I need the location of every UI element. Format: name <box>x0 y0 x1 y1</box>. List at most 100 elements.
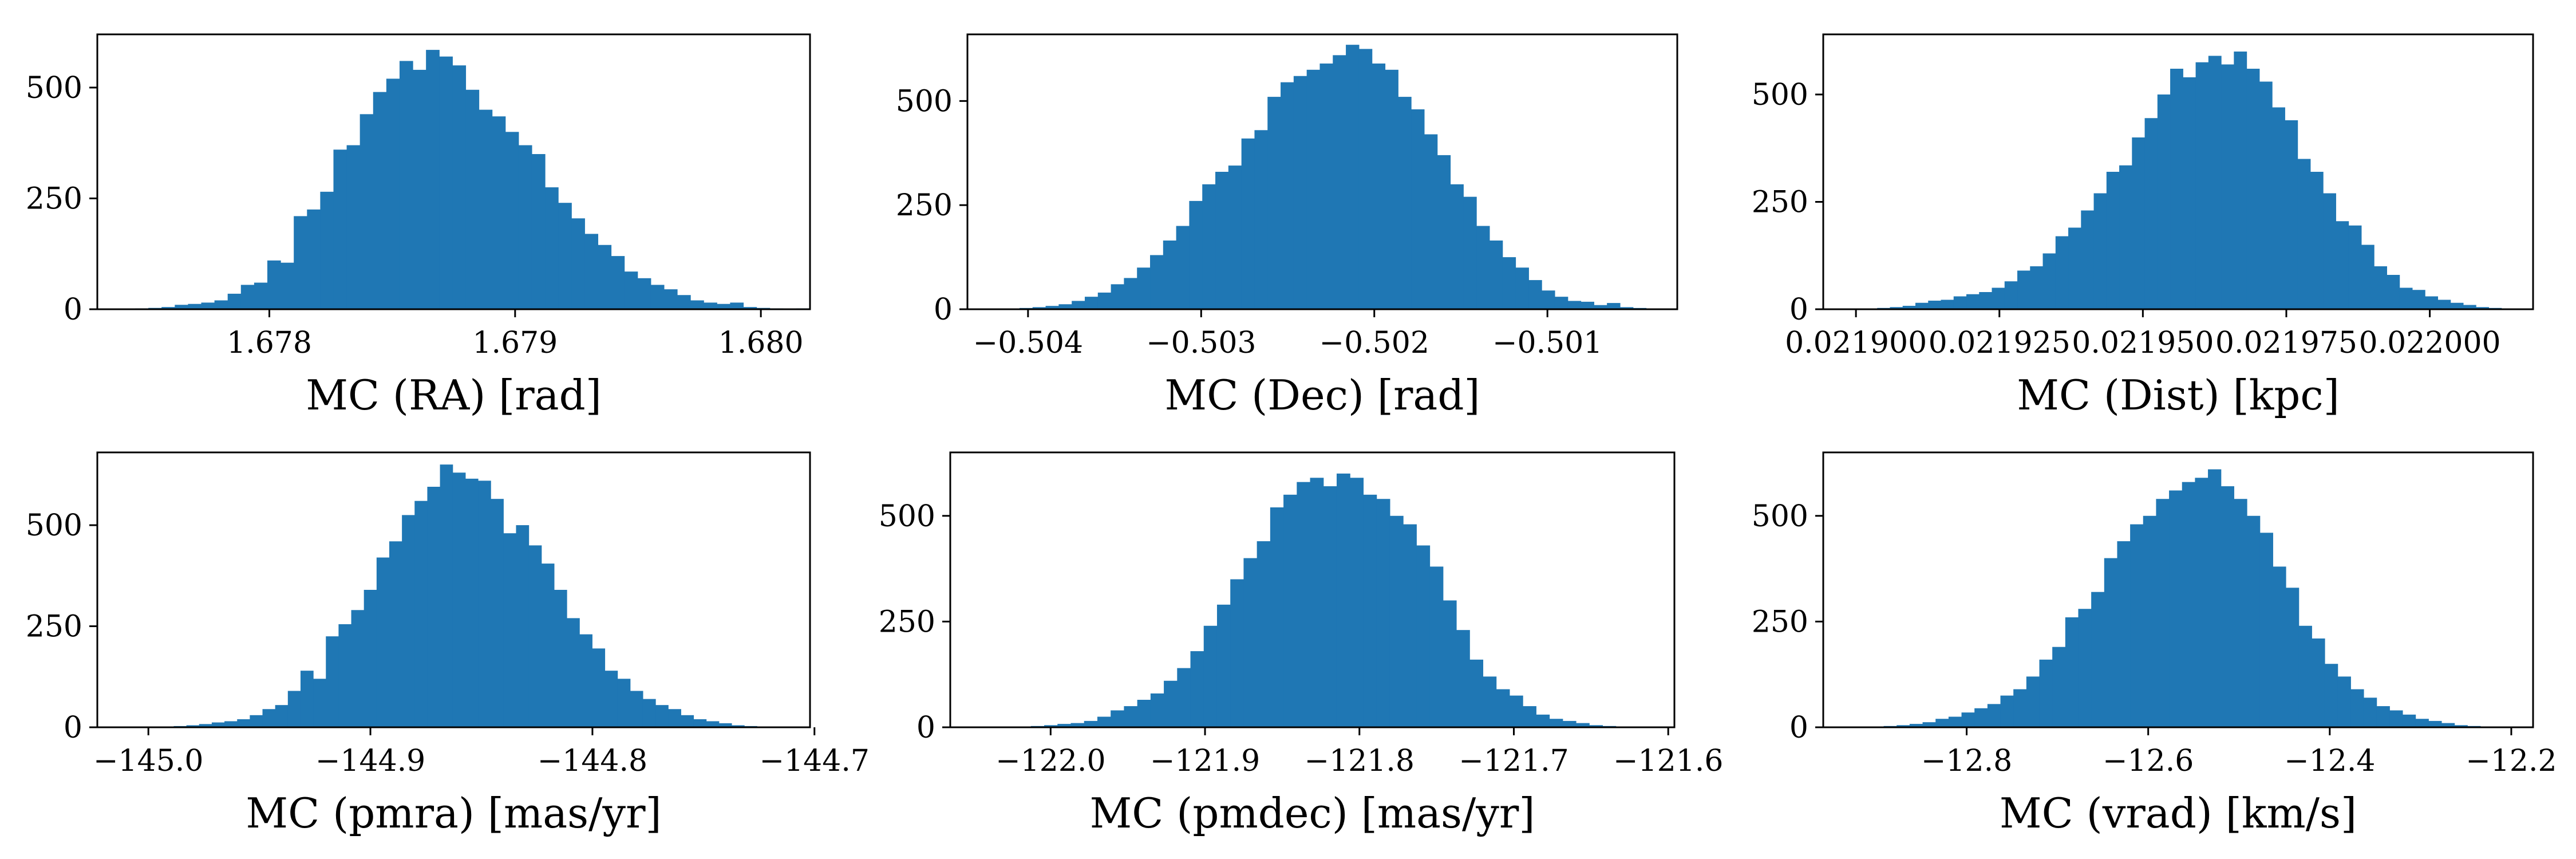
histogram-bar <box>1270 507 1284 727</box>
histogram-bar <box>690 300 704 309</box>
histogram-bar <box>1137 267 1151 309</box>
histogram-bar <box>346 145 361 309</box>
histogram-bar <box>250 715 263 727</box>
histogram-bar <box>1483 676 1497 727</box>
histogram-bar <box>1589 725 1603 727</box>
histogram-bar <box>275 705 289 727</box>
histogram-bar <box>1979 292 1993 309</box>
y-tick-label: 250 <box>896 188 953 223</box>
x-tick-label: −144.8 <box>538 744 647 778</box>
histogram-bar <box>642 699 656 727</box>
histogram-bar <box>1909 724 1923 727</box>
histogram-bar <box>2130 524 2144 727</box>
histogram-bar <box>1476 226 1490 309</box>
y-tick-label: 250 <box>26 610 82 644</box>
histogram-bar <box>1416 545 1431 727</box>
bars <box>1858 469 2507 727</box>
histogram-bar <box>267 260 281 309</box>
histogram-bar <box>1607 303 1621 309</box>
histogram-bar <box>440 464 453 727</box>
histogram-bar <box>224 721 238 727</box>
histogram-bar <box>1072 301 1085 309</box>
histogram-bar <box>1281 82 1294 309</box>
histogram-bar <box>1562 720 1577 727</box>
histogram-bar <box>2374 266 2387 309</box>
histogram-bar <box>1363 494 1377 727</box>
histogram-bar <box>1941 300 1954 309</box>
histogram-bar <box>579 634 592 727</box>
y-tick-label: 0 <box>64 293 82 327</box>
histogram-bar <box>1084 297 1099 309</box>
y-tick-label: 0 <box>916 711 935 745</box>
histogram-bar <box>1594 305 1607 309</box>
axes-frame <box>96 451 811 728</box>
histogram-bar <box>2437 300 2451 309</box>
histogram-bar <box>1137 700 1151 727</box>
x-tick-label: 1.678 <box>227 326 312 360</box>
y-tick-label: 500 <box>26 71 82 105</box>
x-tick-label: −12.8 <box>1921 744 2012 778</box>
histogram-bar <box>518 145 532 309</box>
histogram-bar <box>1230 579 1244 727</box>
histogram-bar <box>2104 558 2118 727</box>
histogram-bar <box>505 132 519 309</box>
histogram-bar <box>1084 720 1098 727</box>
y-tick-label: 500 <box>26 509 82 543</box>
histogram-bar <box>1243 558 1258 727</box>
histogram-bar <box>1554 297 1568 309</box>
histogram-bar <box>605 671 618 727</box>
histogram-bar <box>2376 706 2390 727</box>
histogram-bar <box>1567 301 1582 309</box>
histogram-bar <box>1150 693 1164 727</box>
y-tick-label: 500 <box>1752 78 1808 112</box>
histogram-bar <box>1045 306 1059 309</box>
histogram-bar <box>1297 482 1311 727</box>
histogram-bar <box>2042 253 2056 309</box>
y-tick-label: 250 <box>879 605 935 639</box>
x-tick-label: −121.6 <box>1613 744 1723 778</box>
histogram-bar <box>280 262 294 309</box>
histogram-bar <box>2065 617 2079 727</box>
histogram-bar <box>2324 664 2338 727</box>
histogram-bar <box>2425 296 2438 309</box>
histogram-bar <box>214 300 228 309</box>
histogram-bar <box>1502 257 1516 309</box>
x-tick-label: −121.7 <box>1459 744 1568 778</box>
histogram-bar <box>2234 52 2247 309</box>
histogram-bar <box>1515 267 1529 309</box>
histogram-bar <box>2412 290 2425 309</box>
histogram-bar <box>554 590 567 727</box>
histogram-bar <box>2336 221 2349 309</box>
histogram-bar <box>2091 592 2105 727</box>
axes-frame <box>96 33 811 310</box>
histogram-bar <box>1189 200 1203 309</box>
y-tick-label: 0 <box>1789 293 1808 327</box>
histogram-bar <box>1124 706 1138 727</box>
y-tick-label: 0 <box>934 293 953 327</box>
histogram-bar <box>1372 63 1386 309</box>
histogram-bar <box>571 218 585 309</box>
histogram-bar <box>414 501 428 727</box>
histogram-bar <box>2055 236 2069 309</box>
histogram-bar <box>2013 689 2027 727</box>
histogram-bar <box>1489 241 1503 309</box>
histogram-bar <box>1389 515 1404 727</box>
histogram-bar <box>545 187 559 309</box>
histogram-bar <box>1953 296 1967 309</box>
histogram-bar <box>2286 588 2300 727</box>
x-tick-label: −121.9 <box>1150 744 1260 778</box>
histogram-bar <box>1619 307 1634 309</box>
histogram-bar <box>1044 725 1058 727</box>
histogram-bar <box>294 216 307 309</box>
histogram-bar <box>227 293 242 309</box>
bars <box>1851 52 2533 309</box>
histogram-bar <box>2247 515 2261 727</box>
histogram-bar <box>491 499 504 727</box>
axes-frame <box>1822 451 2534 728</box>
histogram-bar <box>1177 668 1191 727</box>
bars <box>148 464 783 727</box>
histogram-bar <box>1350 478 1364 727</box>
histogram-bar <box>1203 625 1218 727</box>
histogram-bar <box>1536 714 1550 727</box>
histogram-bar <box>2402 714 2416 727</box>
